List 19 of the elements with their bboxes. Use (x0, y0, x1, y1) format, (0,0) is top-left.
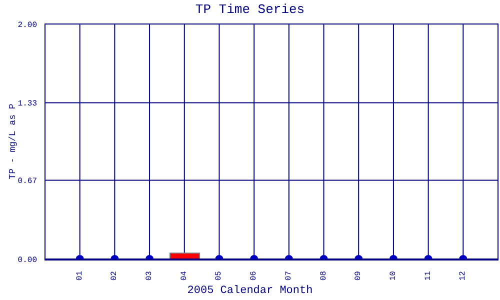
x-tick-label: 10 (388, 270, 398, 281)
x-axis-title: 2005 Calendar Month (186, 285, 314, 297)
y-tick-label: 1.33 (18, 100, 38, 109)
x-tick-label: 03 (145, 270, 154, 281)
x-tick-label: 02 (110, 270, 120, 281)
x-tick-label: 12 (458, 270, 468, 281)
y-tick-label: 0.00 (18, 256, 38, 265)
x-tick-label: 01 (75, 270, 84, 281)
chart-title: TP Time Series (194, 2, 306, 17)
y-tick-label: 0.67 (18, 177, 38, 186)
x-tick-label: 08 (319, 270, 328, 281)
y-tick-label: 2.00 (18, 20, 38, 30)
x-tick-label: 05 (214, 270, 224, 281)
x-tick-label: 04 (180, 270, 189, 281)
y-axis-title: TP - mg/L as P (8, 104, 18, 180)
x-tick-label: 07 (284, 270, 294, 281)
x-tick-label: 06 (250, 270, 259, 281)
x-tick-label: 09 (354, 270, 364, 281)
x-tick-label: 11 (424, 270, 433, 281)
